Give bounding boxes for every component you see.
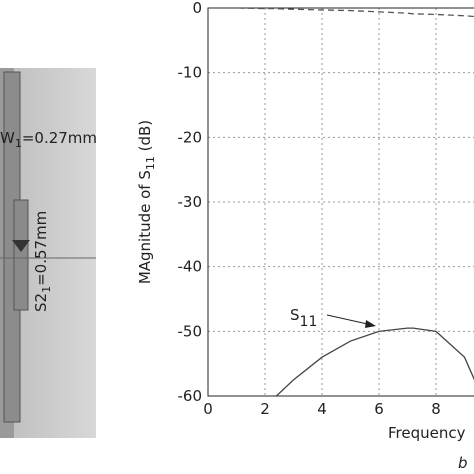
annotation-arrow xyxy=(326,314,373,326)
gap-region xyxy=(13,199,29,311)
x-tick-label: 6 xyxy=(374,400,384,418)
y-tick-label: -10 xyxy=(178,64,203,82)
x-tick-label: 8 xyxy=(431,400,441,418)
w-label: W1=0.27mm xyxy=(0,129,97,150)
x-tick-label: 4 xyxy=(317,400,327,418)
axes-frame xyxy=(207,7,474,397)
series-line xyxy=(275,327,474,396)
y-tick-label: -30 xyxy=(178,193,203,211)
annotation-arrowhead xyxy=(365,320,376,328)
y-tick-label: -60 xyxy=(178,387,203,405)
y-tick-label: -40 xyxy=(178,258,203,276)
x-tick-label: 2 xyxy=(260,400,270,418)
plot-area xyxy=(208,8,474,396)
port-arrow xyxy=(12,240,30,252)
y-tick-label: 0 xyxy=(192,0,202,17)
y-tick-label: -20 xyxy=(178,128,203,146)
s-label: S21=0.57mm xyxy=(32,211,53,312)
y-axis-label: MAgnitude of S11 (dB) xyxy=(136,120,157,284)
x-tick-label: 0 xyxy=(203,400,213,418)
series-line xyxy=(208,8,474,18)
x-axis-label: Frequency xyxy=(388,424,466,442)
y-tick-label: -50 xyxy=(178,322,203,340)
panel-label: b xyxy=(458,454,468,472)
structure-diagram: W1=0.27mm S21=0.57mm xyxy=(0,68,97,438)
annotation: S11 xyxy=(290,306,317,330)
